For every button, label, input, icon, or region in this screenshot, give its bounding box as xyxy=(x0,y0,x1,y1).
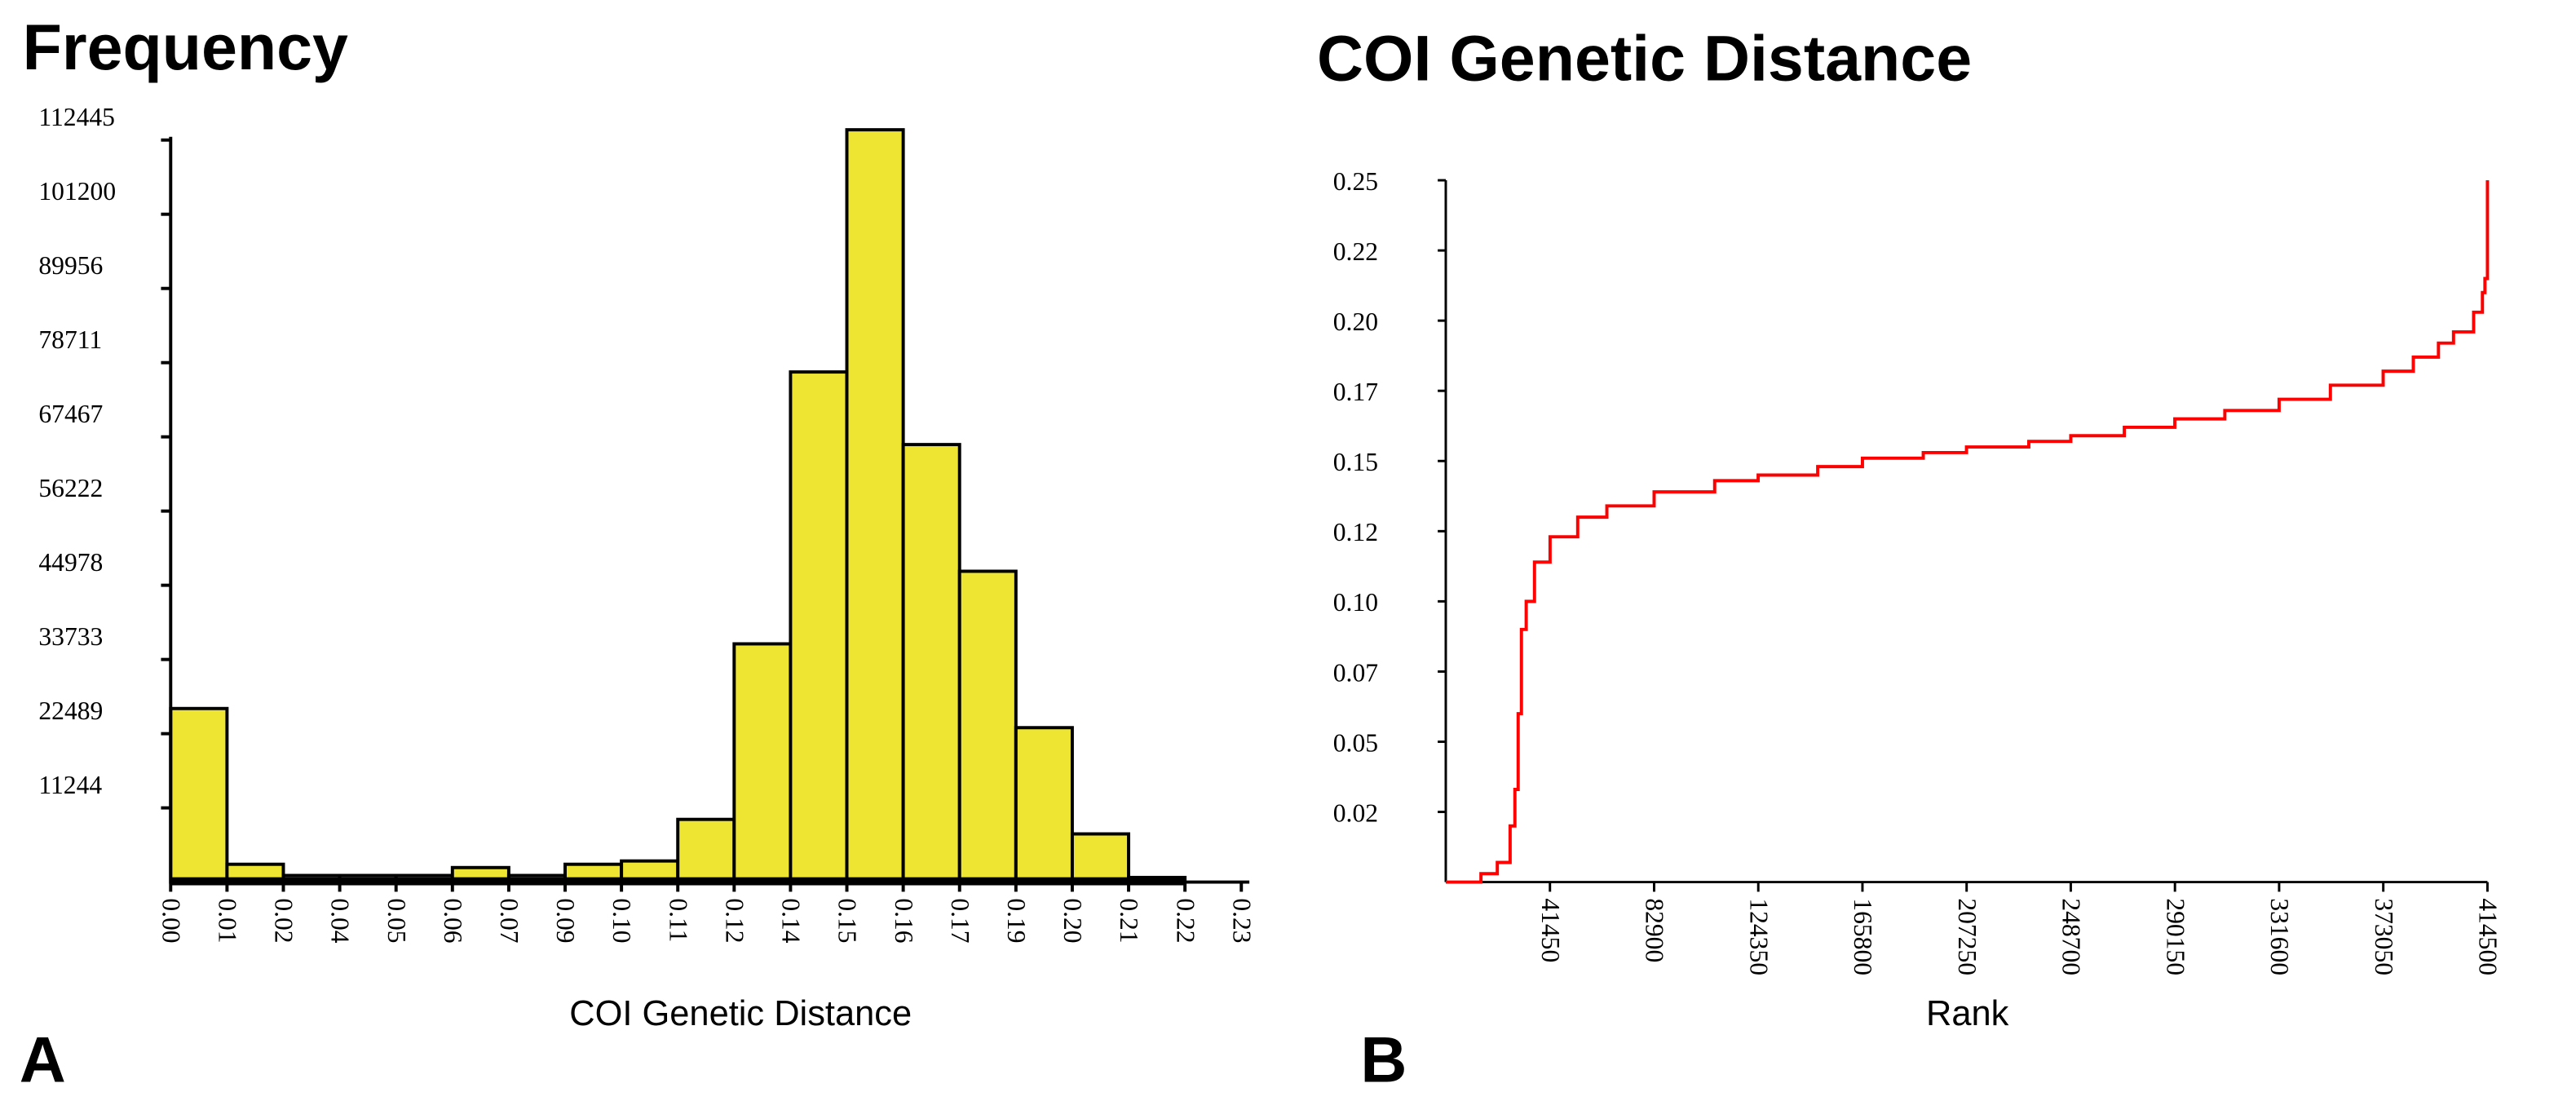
y-tick-label: 101200 xyxy=(38,177,116,206)
x-tick-label: 0.00 xyxy=(157,898,185,943)
y-tick-label: 89956 xyxy=(38,251,103,280)
x-tick-label: 207250 xyxy=(1953,898,1982,975)
x-tick-label: 0.15 xyxy=(833,898,862,943)
x-tick-label: 248700 xyxy=(2057,898,2086,975)
rank-distance-line xyxy=(1445,180,2490,884)
x-tick-label: 165800 xyxy=(1849,898,1877,975)
x-tick-label: 41450 xyxy=(1536,898,1565,962)
x-tick-label: 0.12 xyxy=(720,898,749,943)
histogram-bar xyxy=(845,128,905,884)
x-tick-label: 0.01 xyxy=(214,898,242,943)
rank-line-chart: 0.02 0.05 0.07 0.10 0.12 0.15 0.17 0.20 0.22 0.25… xyxy=(1333,167,2503,975)
x-tick-label: 0.02 xyxy=(270,898,298,943)
x-tick-label: 0.19 xyxy=(1002,898,1031,943)
histogram-bar xyxy=(957,569,1018,884)
histogram-bar xyxy=(169,706,229,884)
x-tick-label: 0.09 xyxy=(551,898,580,943)
panel-label-b: B xyxy=(1360,1024,1407,1095)
histogram-bar xyxy=(732,642,793,884)
y-tick-label: 0.20 xyxy=(1333,307,1378,336)
y-tick-label: 0.02 xyxy=(1333,798,1378,827)
histogram-chart: 11244 22489 33733 44978 56222 67467 78711 89956… xyxy=(38,103,1256,944)
y-tick-label: 112445 xyxy=(38,103,115,131)
x-axis-baseline xyxy=(170,877,1186,886)
y-tick-label: 0.12 xyxy=(1333,518,1378,546)
x-tick-label: 331600 xyxy=(2265,898,2294,975)
y-tick-label: 22489 xyxy=(38,696,103,725)
y-tick-label: 44978 xyxy=(38,548,103,577)
x-tick-label: 82900 xyxy=(1641,898,1669,962)
y-tick-label: 33733 xyxy=(38,622,103,651)
histogram-bar xyxy=(1014,726,1074,884)
y-tick-label: 0.17 xyxy=(1333,378,1378,406)
y-tick-label: 0.22 xyxy=(1333,237,1378,266)
y-tick-label: 78711 xyxy=(38,325,102,354)
x-tick-label: 0.04 xyxy=(326,898,355,943)
x-tick-label: 0.16 xyxy=(890,898,918,943)
x-tick-label: 124350 xyxy=(1744,898,1773,975)
chart-b-xlabel: Rank xyxy=(1926,994,2009,1033)
y-tick-label: 0.05 xyxy=(1333,728,1378,757)
x-tick-label: 0.06 xyxy=(439,898,467,943)
x-tick-label: 0.14 xyxy=(777,898,806,943)
y-tick-label: 67467 xyxy=(38,400,103,428)
histogram-bar xyxy=(676,817,736,884)
y-tick-label: 56222 xyxy=(38,474,103,502)
x-tick-label: 0.22 xyxy=(1171,898,1200,943)
histogram-bar xyxy=(901,443,961,884)
x-tick-label: 0.21 xyxy=(1115,898,1143,943)
y-tick-label: 0.10 xyxy=(1333,588,1378,617)
x-tick-label: 0.10 xyxy=(608,898,636,943)
x-tick-label: 0.07 xyxy=(495,898,524,943)
x-tick-label: 0.23 xyxy=(1227,898,1256,943)
panel-label-a: A xyxy=(20,1024,66,1095)
x-tick-label: 0.11 xyxy=(664,898,692,942)
y-tick-label: 0.07 xyxy=(1333,658,1378,687)
y-tick-label: 0.25 xyxy=(1333,167,1378,196)
y-tick-label: 0.15 xyxy=(1333,448,1378,476)
x-tick-label: 0.17 xyxy=(946,898,974,943)
histogram-bar xyxy=(1070,832,1131,884)
x-tick-label: 0.05 xyxy=(382,898,411,943)
chart-b-title: COI Genetic Distance xyxy=(1317,23,1972,95)
x-tick-label: 290150 xyxy=(2161,898,2189,975)
x-tick-label: 373050 xyxy=(2370,898,2398,975)
x-tick-label: 0.20 xyxy=(1058,898,1087,943)
x-tick-label: 414500 xyxy=(2474,898,2503,975)
histogram-bar xyxy=(789,370,849,884)
chart-a-title: Frequency xyxy=(23,11,348,83)
y-tick-label: 11244 xyxy=(38,771,102,799)
chart-a-xlabel: COI Genetic Distance xyxy=(569,994,912,1033)
